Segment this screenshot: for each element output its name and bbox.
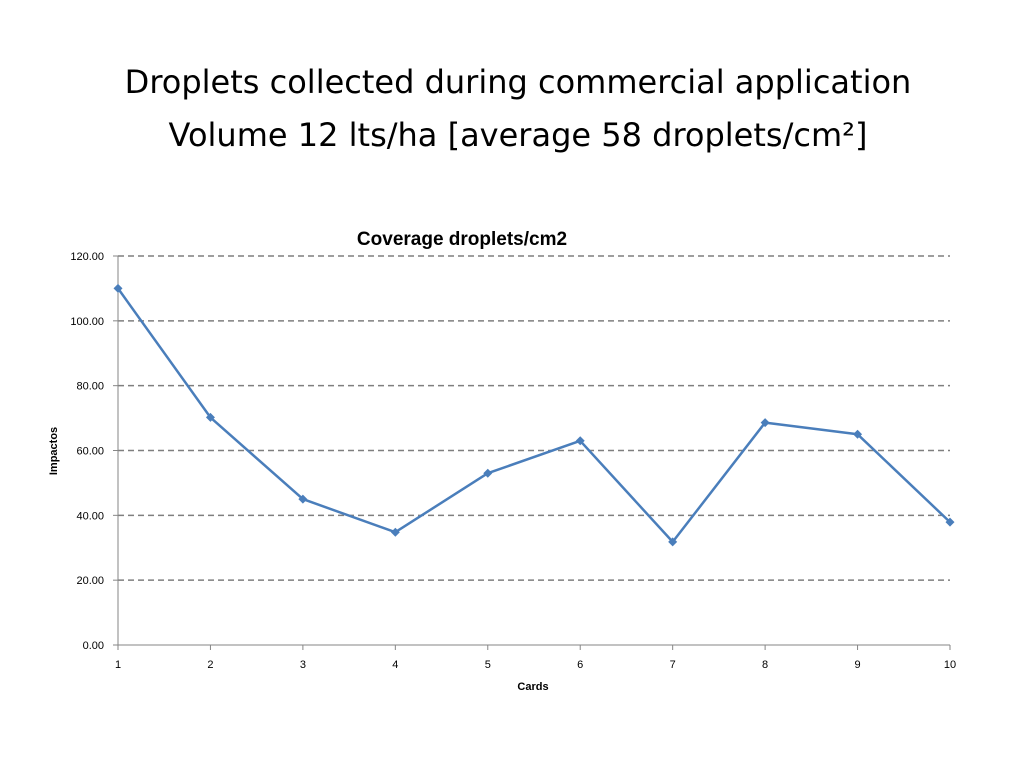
gridlines [118, 255, 950, 581]
data-point-marker [853, 429, 863, 439]
data-point-marker [483, 468, 493, 478]
data-point-marker [668, 537, 678, 547]
x-tick-label: 2 [207, 659, 213, 671]
x-tick-label: 6 [577, 659, 583, 671]
series-line [116, 287, 951, 544]
x-tick-label: 7 [670, 659, 676, 671]
slide-title: Droplets collected during commercial app… [0, 56, 1024, 162]
x-tick-label: 1 [115, 659, 121, 671]
x-tick-label: 5 [485, 659, 491, 671]
x-axis-title: Cards [517, 681, 548, 693]
x-tick-label: 3 [300, 659, 306, 671]
y-tick-label: 60.00 [76, 446, 104, 458]
tick-labels: 0.00 20.00 40.00 60.00 80.00 100.00 120.00 1 2 3 4… [70, 251, 956, 671]
axes [113, 255, 951, 650]
series [113, 283, 955, 547]
y-tick-label: 120.00 [70, 251, 104, 263]
data-point-marker [575, 436, 585, 446]
data-point-marker [113, 283, 123, 293]
x-tick-label: 8 [762, 659, 768, 671]
x-tick-label: 9 [854, 659, 860, 671]
data-point-marker [760, 418, 770, 428]
x-tick-label: 10 [944, 659, 956, 671]
y-tick-label: 40.00 [76, 510, 104, 522]
y-axis-title: Impactos [48, 427, 60, 475]
y-tick-label: 80.00 [76, 381, 104, 393]
x-tick-label: 4 [392, 659, 398, 671]
y-tick-label: 20.00 [76, 575, 104, 587]
y-tick-label: 0.00 [83, 640, 104, 652]
slide-title-line-2: Volume 12 lts/ha [average 58 droplets/cm… [168, 116, 868, 154]
chart-title: Coverage droplets/cm2 [357, 229, 567, 250]
data-point-marker [945, 517, 955, 527]
slide-title-line-1: Droplets collected during commercial app… [124, 63, 912, 101]
data-point-marker [298, 494, 308, 504]
data-point-marker [205, 412, 215, 422]
data-point-marker [390, 527, 400, 537]
y-tick-label: 100.00 [70, 316, 104, 328]
